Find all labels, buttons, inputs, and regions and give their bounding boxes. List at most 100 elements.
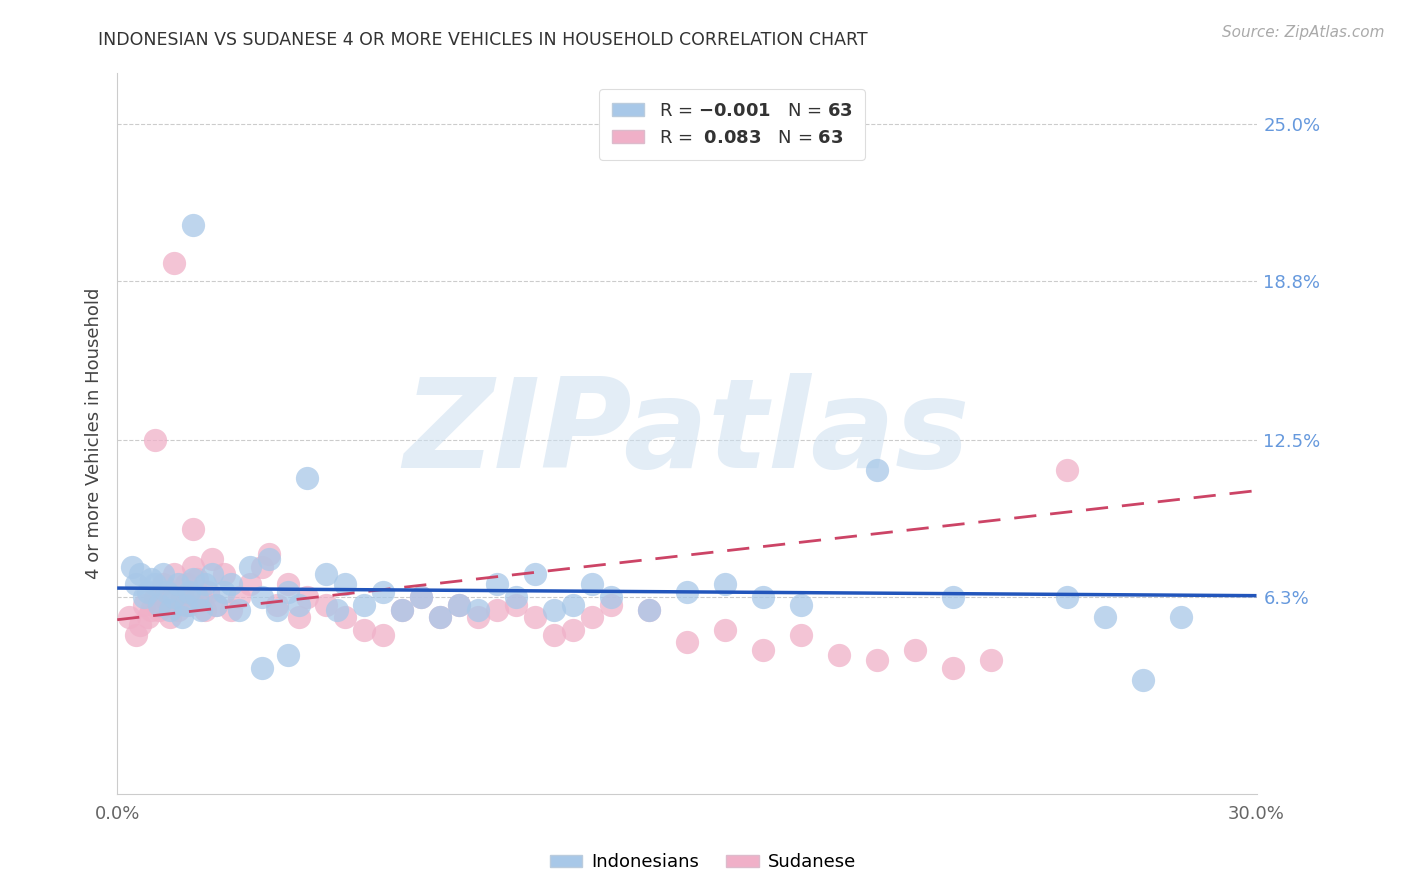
Point [523, 567, 546, 582]
Point [266, 598, 288, 612]
Point [136, 610, 159, 624]
Point [167, 577, 190, 591]
Point [129, 567, 152, 582]
Point [485, 602, 508, 616]
Point [353, 623, 375, 637]
Legend: R = $\mathbf{-0.001}$   N = $\mathbf{63}$, R =  $\mathbf{0.083}$   N = $\mathbf{: R = $\mathbf{-0.001}$ N = $\mathbf{63}$,… [599, 89, 865, 160]
Point [186, 572, 208, 586]
Y-axis label: 4 or more Vehicles in Household: 4 or more Vehicles in Household [86, 288, 103, 580]
Point [790, 628, 813, 642]
Point [152, 577, 174, 591]
Point [250, 559, 273, 574]
Point [371, 628, 394, 642]
Point [599, 590, 621, 604]
Point [190, 590, 212, 604]
Point [581, 610, 603, 624]
Point [409, 590, 432, 604]
Point [485, 577, 508, 591]
Point [250, 661, 273, 675]
Point [467, 602, 489, 616]
Point [277, 648, 299, 662]
Point [505, 598, 527, 612]
Point [125, 577, 148, 591]
Point [676, 635, 699, 649]
Point [143, 590, 166, 604]
Point [980, 653, 1002, 667]
Point [228, 590, 250, 604]
Point [181, 559, 204, 574]
Point [638, 602, 661, 616]
Point [391, 602, 413, 616]
Point [143, 577, 166, 591]
Point [152, 567, 174, 582]
Point [942, 661, 965, 675]
Point [239, 559, 262, 574]
Point [288, 598, 311, 612]
Point [205, 598, 228, 612]
Point [141, 602, 163, 616]
Point [228, 602, 250, 616]
Point [129, 617, 152, 632]
Point [132, 598, 155, 612]
Point [714, 577, 737, 591]
Point [581, 577, 603, 591]
Legend: Indonesians, Sudanese: Indonesians, Sudanese [543, 847, 863, 879]
Point [155, 585, 177, 599]
Point [333, 610, 356, 624]
Point [752, 643, 775, 657]
Point [429, 610, 451, 624]
Point [186, 590, 208, 604]
Point [505, 590, 527, 604]
Point [201, 552, 224, 566]
Point [523, 610, 546, 624]
Point [277, 585, 299, 599]
Point [170, 590, 193, 604]
Point [167, 602, 190, 616]
Point [197, 585, 219, 599]
Point [181, 572, 204, 586]
Point [193, 577, 215, 591]
Point [219, 602, 242, 616]
Point [179, 598, 201, 612]
Point [136, 585, 159, 599]
Point [125, 628, 148, 642]
Text: ZIPatlas: ZIPatlas [404, 373, 970, 494]
Point [1056, 590, 1078, 604]
Point [942, 590, 965, 604]
Point [212, 585, 235, 599]
Point [447, 598, 470, 612]
Point [159, 610, 181, 624]
Point [1170, 610, 1192, 624]
Point [828, 648, 851, 662]
Point [148, 598, 170, 612]
Point [429, 610, 451, 624]
Point [599, 598, 621, 612]
Point [295, 471, 318, 485]
Point [181, 218, 204, 232]
Point [121, 559, 143, 574]
Point [561, 598, 583, 612]
Point [163, 590, 186, 604]
Point [676, 585, 699, 599]
Point [277, 577, 299, 591]
Text: INDONESIAN VS SUDANESE 4 OR MORE VEHICLES IN HOUSEHOLD CORRELATION CHART: INDONESIAN VS SUDANESE 4 OR MORE VEHICLE… [98, 31, 868, 49]
Point [866, 653, 889, 667]
Point [447, 598, 470, 612]
Point [315, 598, 337, 612]
Point [190, 602, 212, 616]
Point [219, 577, 242, 591]
Point [752, 590, 775, 604]
Point [638, 602, 661, 616]
Point [353, 598, 375, 612]
Point [1094, 610, 1116, 624]
Point [205, 598, 228, 612]
Point [174, 598, 197, 612]
Point [148, 602, 170, 616]
Point [250, 590, 273, 604]
Point [543, 628, 565, 642]
Point [391, 602, 413, 616]
Point [295, 590, 318, 604]
Point [174, 577, 197, 591]
Point [266, 602, 288, 616]
Point [141, 572, 163, 586]
